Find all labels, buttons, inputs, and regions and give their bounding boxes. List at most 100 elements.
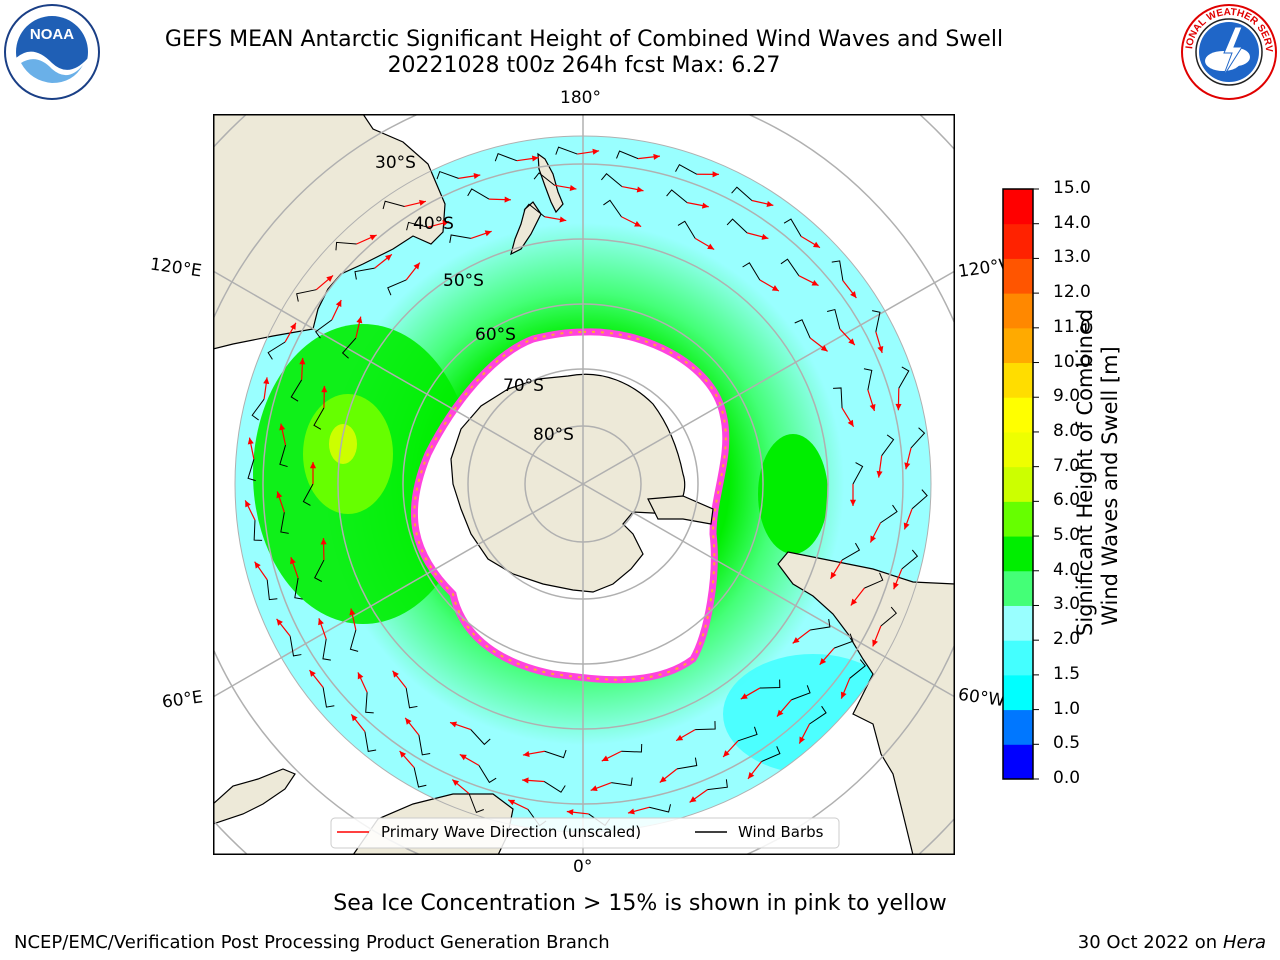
wind-barb [354,267,375,280]
colorbar-tick-label: 7.0 [1053,455,1081,476]
wave-arrow-head [504,196,511,203]
wave-arrow-head [653,153,660,160]
wave-arrow-head [811,280,819,286]
chart-title: GEFS MEAN Antarctic Significant Height o… [164,27,1004,52]
wave-arrow-head [707,243,715,250]
wind-barb [707,779,728,791]
wind-barb [365,692,374,714]
wave-arrow-head [830,571,837,579]
wind-barb [314,559,325,582]
wave-arrow-head [876,470,883,478]
wave-arrow-head [592,148,600,155]
wind-barb [695,721,716,731]
wind-barb [611,777,633,787]
wave-arrow-head [559,216,567,223]
wave-arrow-head [392,670,399,678]
wave-arrow-head [351,714,358,722]
colorbar-segment [1003,258,1033,294]
svg-text:NOAA: NOAA [30,26,74,43]
wind-barb [289,636,302,657]
colorbar-tick-label: 6.0 [1053,490,1081,511]
wind-barb [910,427,926,449]
wind-barb [322,638,331,661]
wave-arrow-head [792,637,800,644]
wave-arrow-head [385,254,392,261]
wave-arrow-head [840,691,847,699]
wave-arrow-head [776,709,784,717]
colorbar-tick-label: 8.0 [1053,420,1081,441]
colorbar-segment [1003,640,1033,676]
wind-barb [296,289,317,302]
wind-barb [911,489,928,510]
wave-arrow-head [369,234,377,241]
lon-label-60w: 60°W [956,684,1007,712]
wind-barb [382,200,405,210]
wind-barb [649,804,672,813]
colorbar-tick-label: 5.0 [1053,525,1081,546]
colorbar-segment [1003,362,1033,398]
wind-barb [791,685,811,701]
lat-label-80s: 80°S [533,425,574,445]
wind-barb [809,705,827,725]
wave-arrow-head [326,275,334,282]
wind-barb [544,749,567,759]
wind-barb [810,618,831,631]
wind-barb [341,337,357,359]
wind-barb [783,218,802,237]
wind-barb [880,606,897,627]
wave-arrow-head [848,338,855,346]
madagascar-land [213,768,296,825]
legend: Primary Wave Direction (unscaled) Wind B… [330,817,840,849]
wind-barb [666,189,688,204]
wind-barb [863,368,873,391]
graticule [213,114,955,855]
wind-barb [555,146,578,155]
wind-barb [621,744,643,753]
wind-barb [413,767,427,788]
wave-arrow-head [299,357,306,365]
colorbar-label-line2: Wind Waves and Swell [m] [1098,346,1122,626]
wind-barb [279,444,288,468]
wave-arrow-head [522,777,529,784]
wave-arrow-head [531,155,539,162]
colorbar-segment [1003,431,1033,468]
wave-arrow-head [349,608,356,616]
wind-barb [280,512,289,534]
wind-barb [737,726,758,742]
polar-map: 30°S 40°S 50°S 60°S 70°S 80°S Primary Wa… [213,114,955,855]
wind-barb [601,173,623,187]
wind-barb [267,341,286,360]
wave-arrow-head [812,241,820,248]
colorbar-tick-label: 3.0 [1053,594,1081,615]
wave-arrow-head [399,751,407,758]
wave-arrow-head [442,220,450,227]
wave-arrow-head [850,291,857,298]
wave-arrow-head [321,385,328,393]
wave-arrow-head [566,809,574,816]
wave-arrow-head [245,500,251,508]
wave-arrow-head [659,776,667,783]
colorbar-tick-label: 13.0 [1053,247,1091,268]
wind-barb [494,153,517,162]
wind-barb [405,687,418,709]
wind-barb [742,262,761,281]
colorbar-segment [1003,223,1033,259]
footer-date-text: 30 Oct 2022 on [1077,932,1223,953]
wave-arrow-head [590,785,598,792]
wave-arrow-head [452,779,460,786]
wind-barb [833,633,854,649]
wave-arrow-head [450,721,457,728]
wave-arrow-head [747,772,755,779]
wind-barb [315,319,333,339]
lat-label-60s: 60°S [475,325,516,345]
chart-subtitle: 20221028 t00z 264h fcst Max: 6.27 [387,53,781,78]
wave-arrow-head [723,750,730,757]
wave-arrow-head [247,437,254,445]
wave-arrow-head [877,345,884,353]
wind-barb [603,199,622,218]
wave-arrow-head [872,639,878,647]
wind-barb [833,387,843,408]
wave-arrow-head [766,201,774,207]
colorbar-tick-label: 10.0 [1053,351,1091,372]
nws-logo: NATIONAL WEATHER SERVICE [1180,3,1277,100]
